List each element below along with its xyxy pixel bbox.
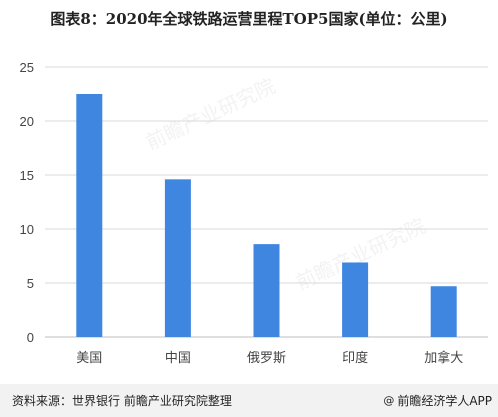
brand: @ 前瞻经济学人APP bbox=[383, 392, 492, 409]
x-tick-label: 美国 bbox=[76, 351, 102, 366]
x-tick-label: 中国 bbox=[165, 351, 191, 366]
y-tick-label: 15 bbox=[20, 168, 34, 183]
chart-title: 图表8：2020年全球铁路运营里程TOP5国家(单位：公里) bbox=[50, 10, 448, 28]
watermark: 前瞻产业研究院 bbox=[142, 74, 279, 155]
bar bbox=[253, 244, 280, 337]
y-tick-label: 10 bbox=[20, 222, 34, 237]
y-tick-label: 5 bbox=[27, 276, 34, 291]
y-tick-label: 25 bbox=[20, 60, 34, 75]
bar bbox=[430, 286, 457, 337]
x-tick-label: 加拿大 bbox=[424, 350, 463, 366]
bar bbox=[164, 179, 191, 337]
footer: 资料来源：世界银行 前瞻产业研究院整理 @ 前瞻经济学人APP bbox=[0, 384, 498, 417]
x-tick-label: 印度 bbox=[342, 350, 368, 366]
y-tick-label: 0 bbox=[27, 330, 34, 345]
at-icon: @ bbox=[383, 394, 395, 407]
y-tick-label: 20 bbox=[20, 114, 34, 129]
brand-label: 前瞻经济学人APP bbox=[397, 394, 492, 408]
bar bbox=[342, 262, 369, 337]
bar bbox=[76, 94, 103, 337]
source-note: 资料来源：世界银行 前瞻产业研究院整理 bbox=[12, 394, 232, 408]
x-tick-label: 俄罗斯 bbox=[247, 351, 286, 366]
